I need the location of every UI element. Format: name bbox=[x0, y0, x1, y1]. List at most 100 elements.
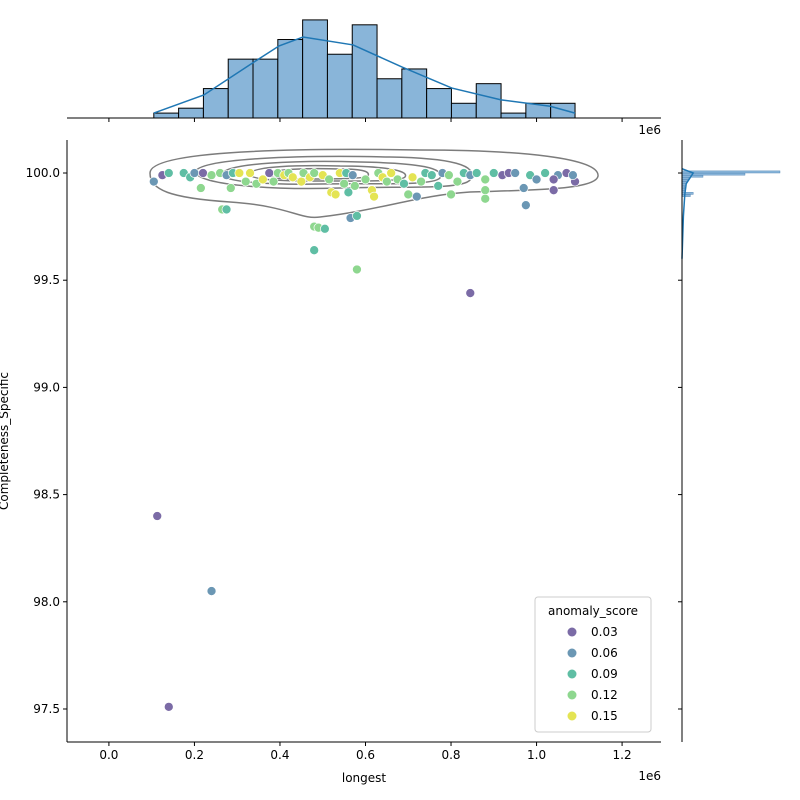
x-offset-label: 1e6 bbox=[638, 123, 661, 137]
point bbox=[152, 511, 163, 521]
kde-line bbox=[153, 36, 576, 114]
legend-box bbox=[534, 596, 652, 733]
point bbox=[347, 170, 358, 181]
x-offset-label: 1e6 bbox=[638, 769, 661, 783]
hist-bar bbox=[178, 107, 204, 119]
x-tick-label: 0.2 bbox=[185, 748, 204, 762]
legend-label: 0.15 bbox=[591, 709, 618, 723]
x-axis-label: longest bbox=[342, 771, 387, 785]
hist-bar bbox=[681, 194, 691, 197]
y-tick-label: 97.5 bbox=[33, 702, 60, 716]
point bbox=[465, 288, 476, 298]
point bbox=[287, 172, 298, 183]
legend-label: 0.06 bbox=[591, 646, 618, 660]
legend-marker bbox=[567, 711, 577, 721]
point bbox=[540, 168, 550, 178]
hist-bar bbox=[227, 58, 254, 119]
point bbox=[399, 178, 409, 189]
contour bbox=[149, 148, 599, 219]
kde-line bbox=[681, 168, 695, 259]
x-tick-label: 1.2 bbox=[613, 748, 632, 762]
legend-title: anomaly_score bbox=[548, 604, 638, 618]
point bbox=[320, 223, 330, 234]
point bbox=[264, 168, 275, 178]
point bbox=[480, 174, 491, 185]
point bbox=[471, 168, 482, 178]
point bbox=[480, 193, 491, 204]
point bbox=[163, 168, 174, 178]
hist-bar bbox=[681, 170, 781, 174]
point bbox=[360, 174, 371, 185]
hist-bar bbox=[500, 112, 527, 119]
hist-bar bbox=[351, 24, 378, 119]
point bbox=[221, 204, 232, 215]
point bbox=[296, 176, 307, 187]
hist-bar bbox=[277, 39, 304, 119]
point bbox=[352, 211, 362, 221]
point bbox=[225, 183, 236, 193]
point bbox=[339, 178, 349, 189]
point bbox=[531, 174, 542, 185]
point bbox=[521, 200, 531, 211]
hist-bar bbox=[376, 78, 403, 119]
hist-bar bbox=[153, 112, 180, 119]
point bbox=[349, 181, 360, 191]
point bbox=[510, 168, 521, 178]
point bbox=[568, 170, 578, 181]
point bbox=[407, 172, 418, 183]
point bbox=[206, 170, 217, 181]
legend-label: 0.03 bbox=[591, 625, 618, 639]
legend-label: 0.12 bbox=[591, 688, 618, 702]
point bbox=[309, 168, 320, 178]
point bbox=[444, 170, 454, 181]
point bbox=[234, 168, 245, 178]
legend-marker bbox=[567, 627, 577, 637]
point bbox=[369, 191, 379, 202]
hist-bar bbox=[550, 102, 576, 119]
point bbox=[446, 189, 456, 200]
hist-bar bbox=[450, 102, 477, 119]
point bbox=[386, 168, 397, 178]
point bbox=[403, 189, 414, 200]
point bbox=[240, 176, 251, 187]
point bbox=[411, 191, 422, 202]
point bbox=[382, 176, 392, 187]
point bbox=[416, 176, 426, 187]
hist-bar bbox=[426, 88, 452, 119]
hist-bar bbox=[681, 174, 704, 178]
point bbox=[148, 176, 159, 187]
y-tick-label: 100.0 bbox=[26, 166, 60, 180]
contour bbox=[221, 160, 442, 185]
y-tick-label: 99.5 bbox=[33, 273, 60, 287]
hist-bar bbox=[252, 58, 279, 119]
x-tick-label: 0.8 bbox=[441, 748, 460, 762]
point bbox=[268, 176, 279, 187]
point bbox=[309, 245, 320, 256]
point bbox=[518, 183, 529, 193]
hist-bar bbox=[475, 83, 502, 119]
y-tick-label: 98.0 bbox=[33, 595, 60, 609]
point bbox=[433, 181, 444, 191]
legend: anomaly_score 0.03 0.06 0.09 0.12 0.15 bbox=[534, 596, 652, 733]
point bbox=[258, 174, 268, 185]
point bbox=[324, 174, 334, 185]
x-tick-label: 0.6 bbox=[356, 748, 375, 762]
point bbox=[245, 168, 255, 178]
y-tick-label: 99.0 bbox=[33, 380, 60, 394]
point bbox=[189, 168, 200, 178]
point bbox=[163, 701, 174, 712]
point bbox=[343, 187, 354, 198]
y-tick-label: 98.5 bbox=[33, 488, 60, 502]
legend-label: 0.09 bbox=[591, 667, 618, 681]
point bbox=[480, 185, 491, 196]
kde-contours bbox=[149, 148, 599, 219]
x-tick-label: 0.4 bbox=[270, 748, 289, 762]
point bbox=[352, 264, 362, 275]
hist-bar bbox=[681, 177, 690, 180]
hist-bar bbox=[681, 192, 694, 195]
point bbox=[196, 183, 206, 193]
hist-bar bbox=[302, 19, 328, 119]
point bbox=[330, 189, 341, 200]
point bbox=[452, 176, 463, 187]
